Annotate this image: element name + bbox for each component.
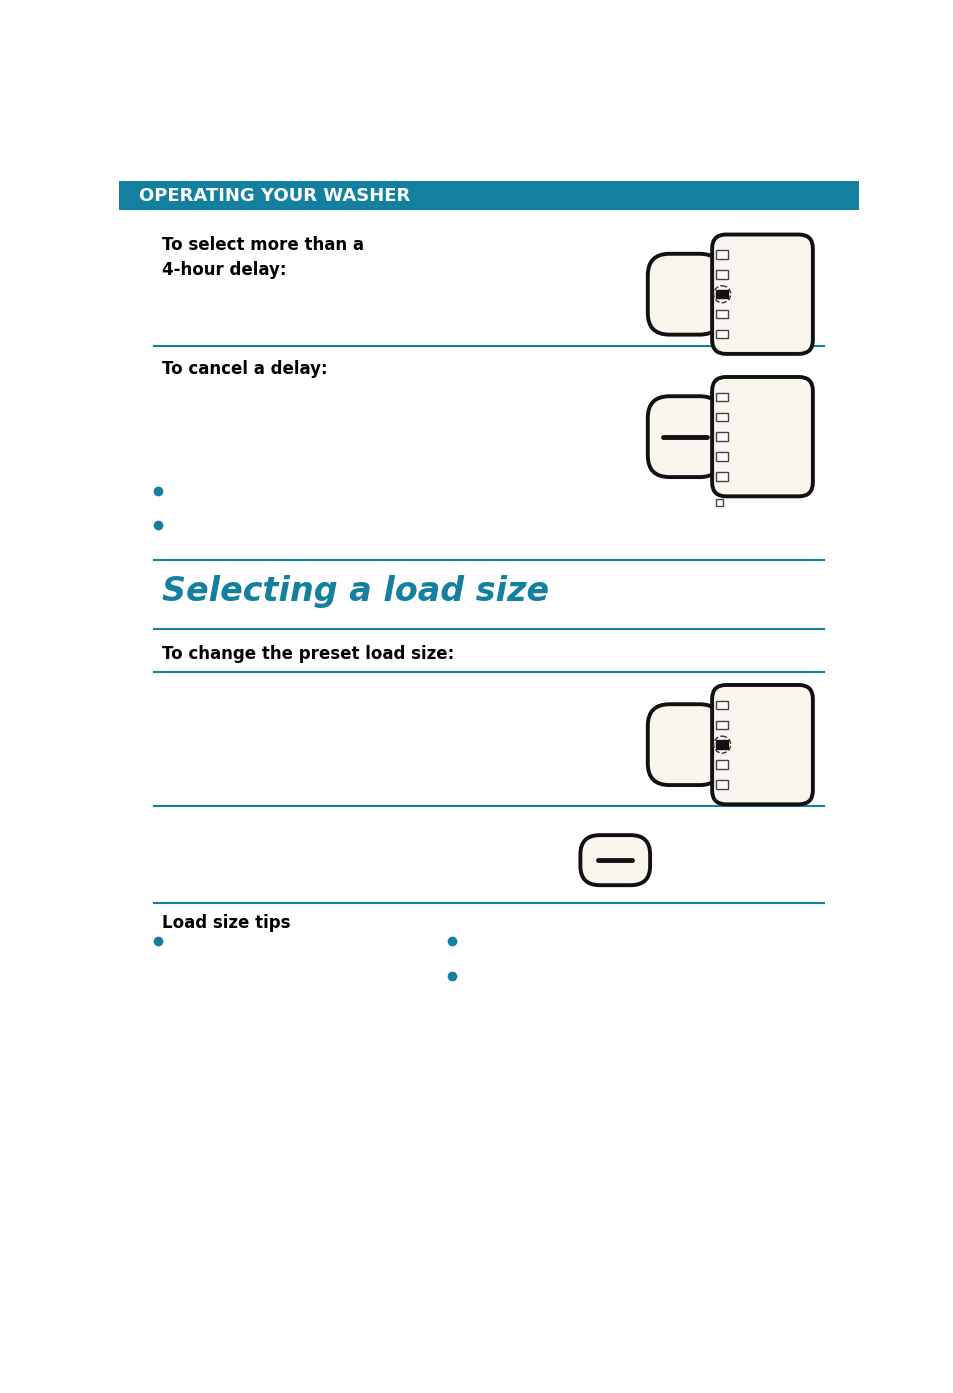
Text: To select more than a
4-hour delay:: To select more than a 4-hour delay:: [162, 237, 363, 280]
FancyBboxPatch shape: [647, 705, 720, 786]
Bar: [716, 499, 722, 506]
Bar: [716, 741, 728, 749]
Bar: [716, 453, 728, 461]
Bar: [119, 181, 858, 210]
Bar: [716, 472, 728, 481]
Bar: [716, 761, 728, 769]
FancyBboxPatch shape: [711, 685, 812, 804]
Bar: [716, 780, 728, 788]
FancyBboxPatch shape: [647, 396, 720, 476]
Text: To change the preset load size:: To change the preset load size:: [162, 645, 454, 663]
Text: Load size tips: Load size tips: [162, 914, 290, 932]
FancyBboxPatch shape: [647, 254, 720, 334]
FancyBboxPatch shape: [711, 234, 812, 354]
Bar: [716, 330, 728, 338]
Bar: [716, 393, 728, 401]
Bar: [716, 432, 728, 442]
Text: To cancel a delay:: To cancel a delay:: [162, 359, 327, 378]
Bar: [716, 309, 728, 319]
Bar: [716, 720, 728, 729]
FancyBboxPatch shape: [579, 836, 649, 885]
Text: Selecting a load size: Selecting a load size: [162, 575, 548, 609]
Bar: [716, 251, 728, 259]
FancyBboxPatch shape: [711, 378, 812, 496]
Bar: [716, 701, 728, 709]
Bar: [716, 290, 728, 298]
Bar: [716, 270, 728, 279]
Text: OPERATING YOUR WASHER: OPERATING YOUR WASHER: [138, 187, 410, 205]
Bar: [716, 412, 728, 421]
